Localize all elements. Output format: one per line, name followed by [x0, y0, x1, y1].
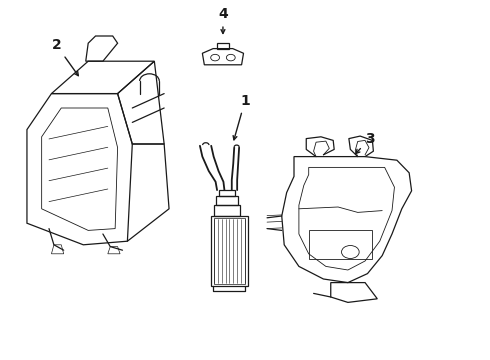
Text: 4: 4	[218, 8, 228, 33]
Text: 1: 1	[233, 94, 250, 140]
Text: 2: 2	[51, 38, 78, 76]
Text: 3: 3	[356, 132, 375, 153]
